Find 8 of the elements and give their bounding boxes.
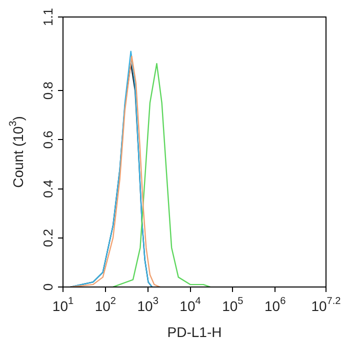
- y-tick-label: 0.8: [40, 82, 56, 100]
- y-tick-label: 0.6: [40, 130, 56, 149]
- y-tick-label: 0.2: [40, 228, 56, 247]
- y-tick-label: 0.4: [40, 180, 56, 198]
- x-axis-title: PD-L1-H: [167, 324, 222, 340]
- y-tick-label: 0: [40, 283, 56, 291]
- y-axis-title: Count (103): [8, 116, 26, 188]
- y-tick-label: 1.1: [40, 8, 56, 26]
